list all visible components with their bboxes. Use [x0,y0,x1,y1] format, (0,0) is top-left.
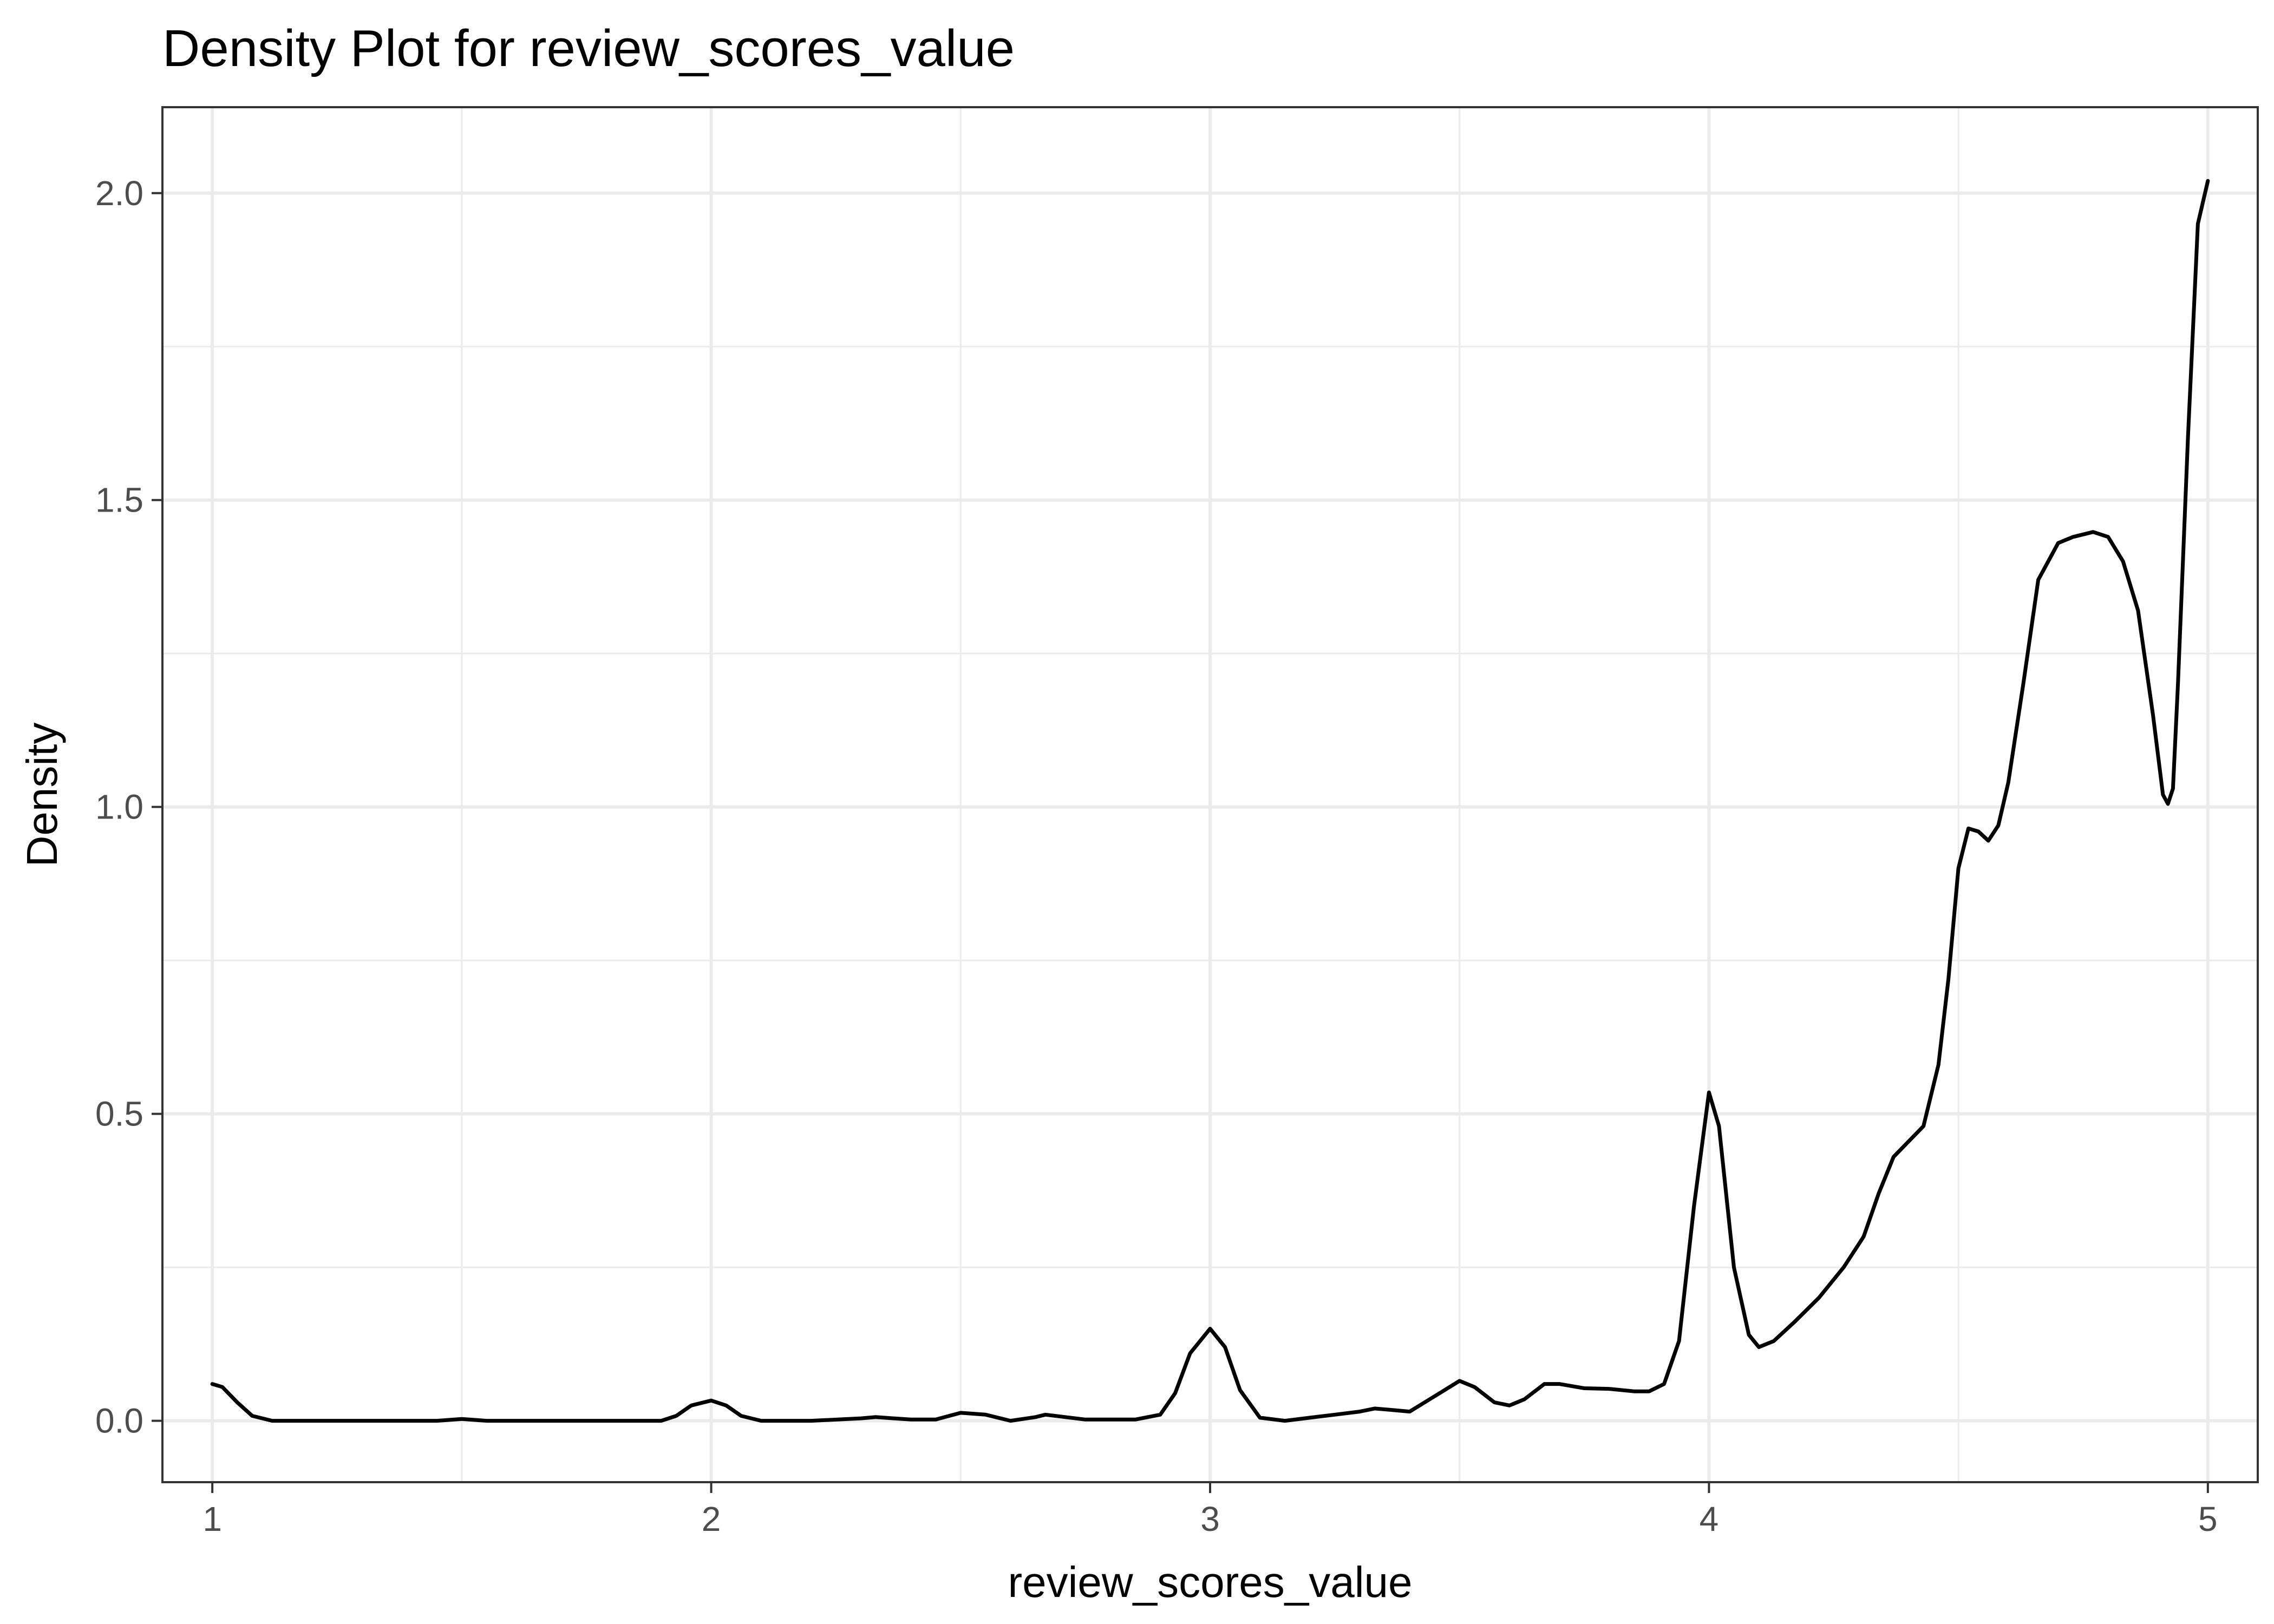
y-tick-label: 1.0 [95,788,143,827]
gridlines [162,107,2258,1482]
y-tick-label: 0.5 [95,1095,143,1134]
y-axis-title: Density [18,723,66,867]
y-tick-label: 2.0 [95,174,143,213]
x-tick-label: 3 [1200,1499,1220,1538]
x-tick-label: 4 [1700,1499,1719,1538]
density-curve [210,179,2210,1423]
chart-title: Density Plot for review_scores_value [162,19,1015,77]
x-tick-label: 5 [2198,1499,2218,1538]
axes: 1 2 3 4 5 0.0 0.5 1.0 1.5 2.0 [95,174,2218,1538]
y-tick-label: 1.5 [95,481,143,520]
y-tick-label: 0.0 [95,1402,143,1440]
x-axis-title: review_scores_value [1008,1558,1412,1606]
x-tick-label: 2 [702,1499,721,1538]
x-tick-label: 1 [202,1499,222,1538]
plot-area [210,179,2210,1423]
